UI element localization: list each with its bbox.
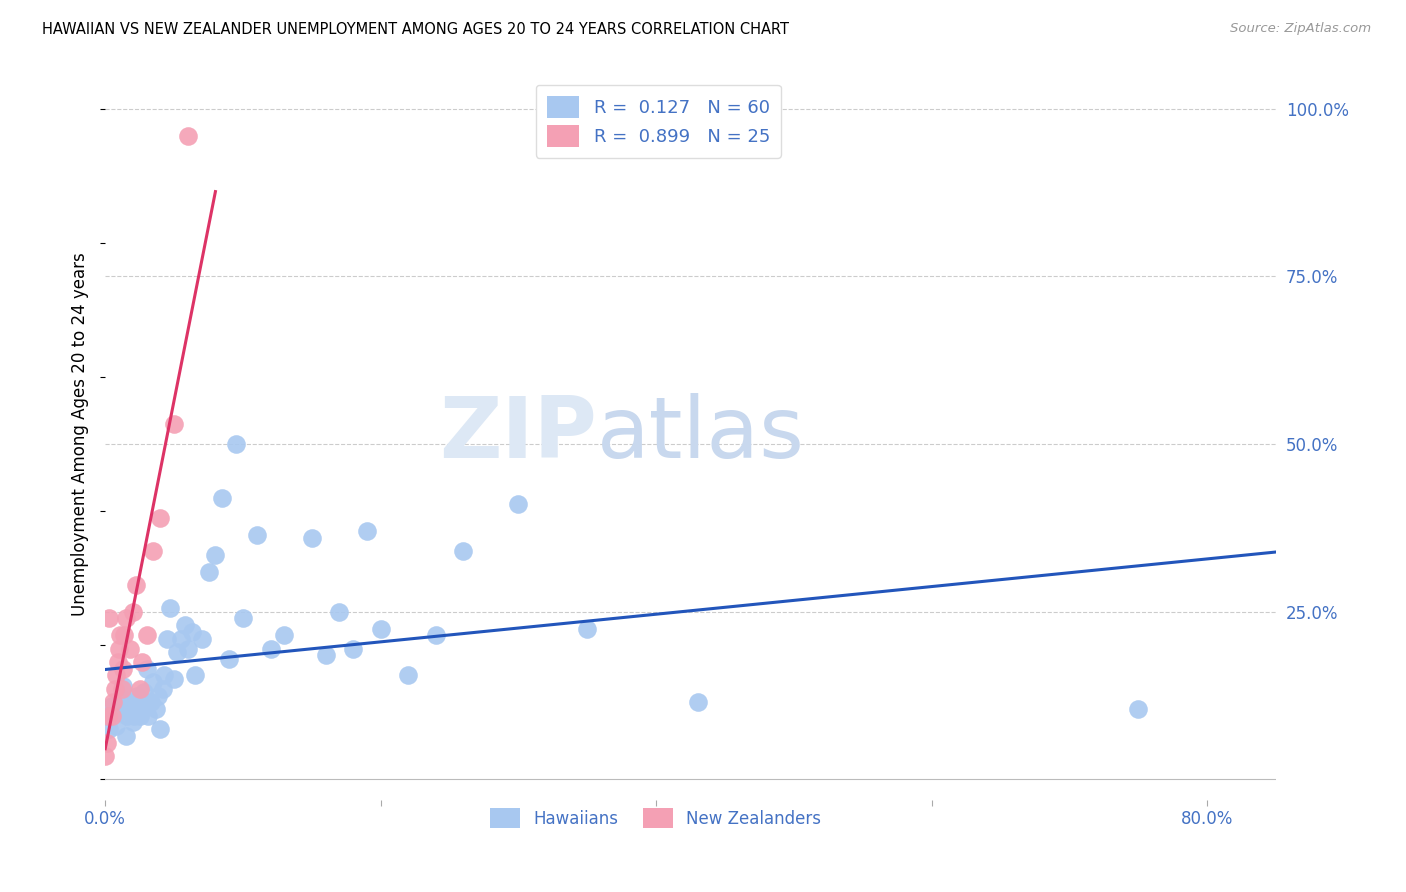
Point: [136, 708, 159, 723]
Point: [259, 641, 281, 656]
Point: [115, 729, 138, 743]
Point: [118, 695, 141, 709]
Point: [108, 706, 131, 720]
Text: Source: ZipAtlas.com: Source: ZipAtlas.com: [1230, 22, 1371, 36]
Point: [129, 702, 152, 716]
Point: [225, 437, 247, 451]
Point: [425, 628, 447, 642]
Point: [145, 702, 167, 716]
Point: [301, 531, 323, 545]
Point: [149, 722, 172, 736]
Point: [118, 641, 141, 656]
Point: [111, 692, 134, 706]
Point: [218, 651, 240, 665]
Point: [211, 491, 233, 505]
Legend: Hawaiians, New Zealanders: Hawaiians, New Zealanders: [484, 801, 828, 835]
Point: [101, 698, 124, 713]
Point: [139, 695, 162, 709]
Point: [131, 695, 153, 709]
Point: [98, 611, 121, 625]
Point: [94, 708, 117, 723]
Point: [396, 668, 419, 682]
Point: [159, 601, 181, 615]
Point: [128, 708, 150, 723]
Point: [142, 544, 165, 558]
Point: [117, 708, 139, 723]
Point: [97, 708, 120, 723]
Point: [114, 628, 136, 642]
Point: [190, 632, 212, 646]
Point: [197, 565, 219, 579]
Point: [177, 128, 200, 143]
Point: [125, 689, 148, 703]
Text: atlas: atlas: [598, 392, 806, 475]
Point: [111, 681, 134, 696]
Point: [163, 672, 186, 686]
Point: [184, 668, 207, 682]
Point: [342, 641, 364, 656]
Point: [104, 681, 127, 696]
Point: [105, 719, 128, 733]
Point: [576, 622, 599, 636]
Y-axis label: Unemployment Among Ages 20 to 24 years: Unemployment Among Ages 20 to 24 years: [72, 252, 89, 615]
Point: [135, 662, 157, 676]
Point: [146, 689, 169, 703]
Point: [124, 702, 146, 716]
Point: [177, 641, 200, 656]
Point: [153, 668, 176, 682]
Point: [94, 748, 117, 763]
Text: ZIP: ZIP: [439, 392, 598, 475]
Point: [370, 622, 392, 636]
Point: [1128, 702, 1150, 716]
Point: [686, 695, 709, 709]
Point: [135, 628, 157, 642]
Point: [315, 648, 337, 663]
Point: [101, 708, 124, 723]
Point: [328, 605, 350, 619]
Text: HAWAIIAN VS NEW ZEALANDER UNEMPLOYMENT AMONG AGES 20 TO 24 YEARS CORRELATION CHA: HAWAIIAN VS NEW ZEALANDER UNEMPLOYMENT A…: [42, 22, 789, 37]
Point: [98, 722, 121, 736]
Point: [115, 611, 138, 625]
Point: [142, 675, 165, 690]
Point: [152, 681, 174, 696]
Point: [166, 645, 188, 659]
Point: [108, 641, 131, 656]
Point: [156, 632, 179, 646]
Point: [170, 632, 193, 646]
Point: [117, 702, 139, 716]
Point: [110, 628, 132, 642]
Point: [204, 548, 226, 562]
Point: [453, 544, 475, 558]
Point: [122, 708, 145, 723]
Point: [96, 735, 118, 749]
Point: [181, 624, 204, 639]
Point: [131, 655, 153, 669]
Point: [356, 524, 378, 539]
Point: [105, 668, 128, 682]
Point: [112, 679, 135, 693]
Point: [124, 578, 146, 592]
Point: [107, 655, 129, 669]
Point: [232, 611, 254, 625]
Point: [149, 511, 172, 525]
Point: [508, 498, 530, 512]
Point: [163, 417, 186, 431]
Point: [132, 685, 155, 699]
Point: [103, 695, 125, 709]
Point: [121, 605, 143, 619]
Point: [121, 715, 143, 730]
Point: [174, 618, 197, 632]
Point: [128, 681, 150, 696]
Point: [246, 527, 269, 541]
Point: [112, 662, 135, 676]
Point: [273, 628, 295, 642]
